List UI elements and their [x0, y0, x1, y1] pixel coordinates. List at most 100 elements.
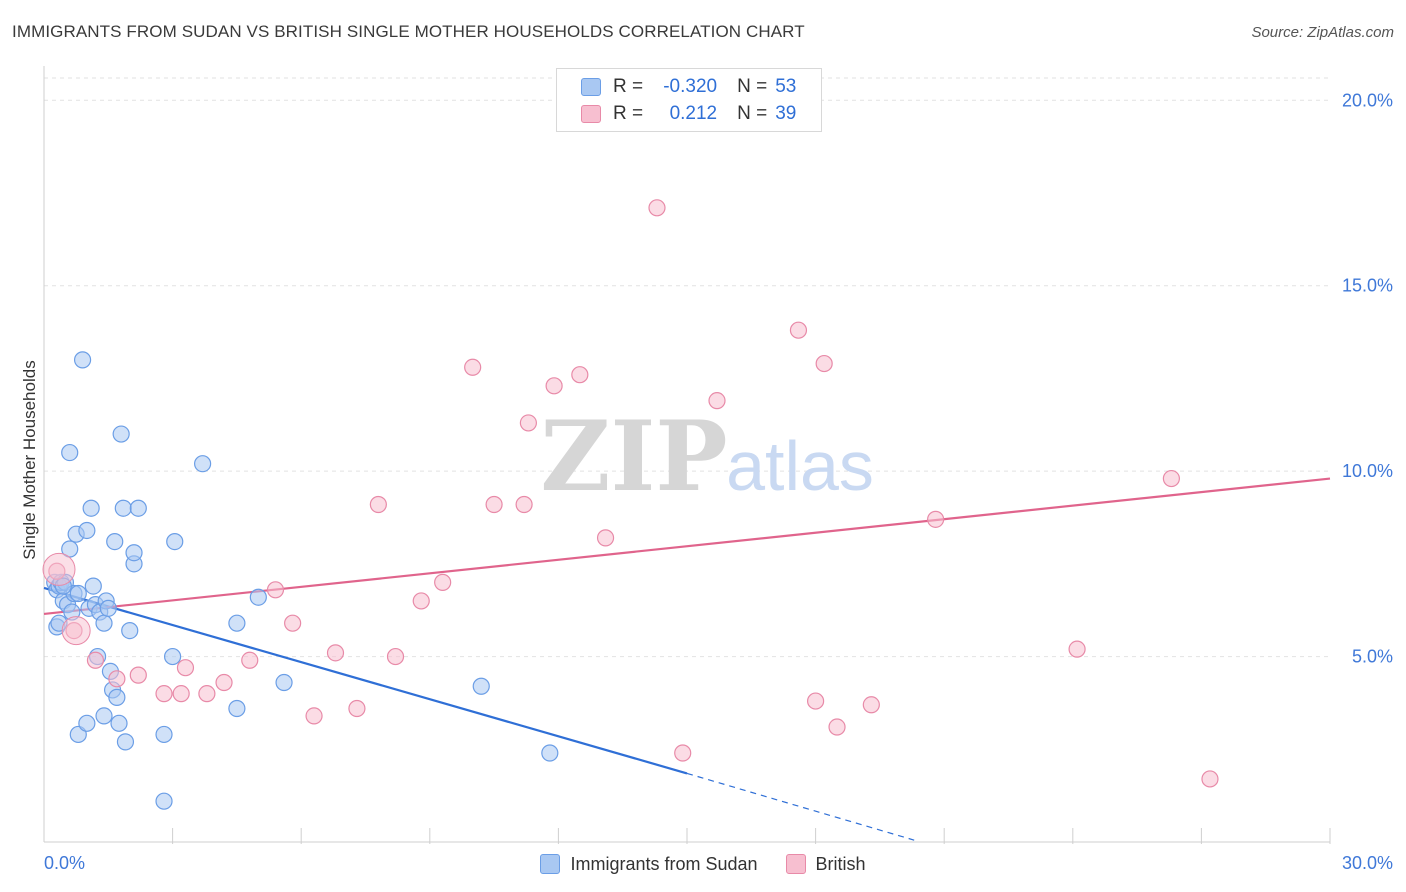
sudan-point: [129, 499, 147, 517]
sudan-legend-swatch: [540, 854, 561, 874]
british-point: [172, 685, 190, 703]
n-value: 39: [775, 103, 797, 124]
sudan-trend-extension: [686, 772, 915, 841]
british-point-large: [61, 616, 91, 646]
sudan-point: [125, 544, 143, 562]
n-label: N =: [737, 103, 768, 124]
british-point: [1162, 469, 1180, 488]
y-tick-label: 20.0%: [1342, 90, 1393, 110]
british-point: [155, 685, 173, 703]
sudan-point: [99, 599, 117, 617]
british-point: [412, 592, 430, 610]
sudan-point: [78, 521, 96, 540]
axes: [43, 66, 1331, 844]
y-tick-label: 5.0%: [1352, 647, 1393, 667]
sudan-point: [84, 577, 102, 595]
y-tick-label: 15.0%: [1342, 276, 1393, 296]
british-point: [464, 358, 482, 376]
sudan-point: [78, 714, 96, 732]
british-point: [862, 696, 880, 714]
british-point: [927, 510, 945, 528]
british-point: [284, 614, 302, 632]
british-point: [129, 666, 147, 684]
british-point: [369, 495, 387, 514]
british-point: [386, 647, 405, 666]
source-label: Source: ZipAtlas.com: [1251, 24, 1394, 41]
british-point: [519, 414, 537, 432]
sudan-point: [116, 733, 135, 751]
british-point: [571, 366, 589, 384]
sudan-point: [69, 584, 87, 603]
n-label: N =: [737, 76, 768, 97]
sudan-point: [110, 714, 128, 732]
british-point: [108, 670, 126, 688]
british-swatch: [581, 105, 601, 123]
british-point: [215, 673, 233, 692]
sudan-point: [228, 614, 246, 632]
sudan-point: [164, 647, 182, 666]
sudan-point: [249, 588, 267, 606]
british-point: [596, 529, 615, 547]
sudan-point: [541, 744, 559, 762]
sudan-point: [61, 443, 79, 462]
n-value: 53: [775, 76, 797, 97]
sudan-point: [275, 673, 293, 692]
sudan-point: [106, 532, 124, 551]
watermark-zip: ZIP: [540, 400, 727, 513]
british-point: [198, 685, 216, 703]
grid-lines: [44, 77, 1330, 658]
r-label: R =: [613, 76, 644, 97]
british-point: [305, 707, 323, 725]
legend-item-sudan[interactable]: Immigrants from Sudan: [540, 853, 758, 875]
series-legend: Immigrants from Sudan British: [0, 852, 1406, 876]
british-point: [348, 699, 366, 718]
y-tick-label: 10.0%: [1342, 461, 1393, 481]
r-value: 0.212: [669, 103, 718, 124]
british-point: [545, 377, 563, 395]
british-point: [806, 692, 825, 710]
sudan-point: [121, 622, 139, 640]
sudan-point: [108, 688, 126, 706]
stats-row-british: R = 0.212 N = 39: [581, 102, 796, 126]
legend-label-sudan: Immigrants from Sudan: [570, 853, 758, 874]
legend-label-british: British: [815, 853, 866, 874]
british-point: [434, 573, 452, 591]
tick-labels: 5.0% 10.0% 15.0% 20.0% 0.0% 30.0%: [44, 90, 1393, 873]
british-point: [815, 354, 833, 373]
british-point: [1068, 640, 1086, 658]
trend-lines: [43, 477, 1331, 841]
sudan-swatch: [581, 78, 601, 96]
sudan-point: [73, 351, 92, 369]
watermark-atlas: atlas: [726, 427, 874, 505]
chart-title: IMMIGRANTS FROM SUDAN VS BRITISH SINGLE …: [12, 22, 805, 41]
sudan-point: [112, 425, 130, 443]
british-point: [708, 392, 726, 410]
british-point: [1201, 770, 1219, 788]
r-value: -0.320: [663, 76, 718, 97]
sudan-point: [155, 725, 173, 744]
r-label: R =: [613, 103, 644, 124]
sudan-point: [228, 699, 246, 718]
british-point: [176, 659, 195, 677]
x-tick-label: 30.0%: [1342, 853, 1393, 873]
sudan-point: [82, 499, 100, 517]
british-point: [789, 321, 808, 339]
british-legend-swatch: [785, 854, 806, 874]
british-point-large: [42, 552, 76, 586]
british-point: [485, 495, 503, 514]
sudan-point: [95, 614, 113, 632]
british-point: [326, 644, 345, 662]
x-tick-label: 0.0%: [44, 853, 85, 873]
sudan-trend-line: [43, 586, 688, 775]
legend-item-british[interactable]: British: [785, 853, 866, 875]
british-point: [828, 718, 846, 736]
british-point: [266, 581, 285, 599]
sudan-point: [194, 455, 212, 473]
sudan-point: [166, 532, 184, 551]
stats-legend: R = -0.320 N = 53 R = 0.212 N = 39: [556, 68, 822, 132]
stats-row-sudan: R = -0.320 N = 53: [581, 75, 796, 99]
british-point: [674, 744, 692, 762]
sudan-point: [155, 792, 173, 810]
